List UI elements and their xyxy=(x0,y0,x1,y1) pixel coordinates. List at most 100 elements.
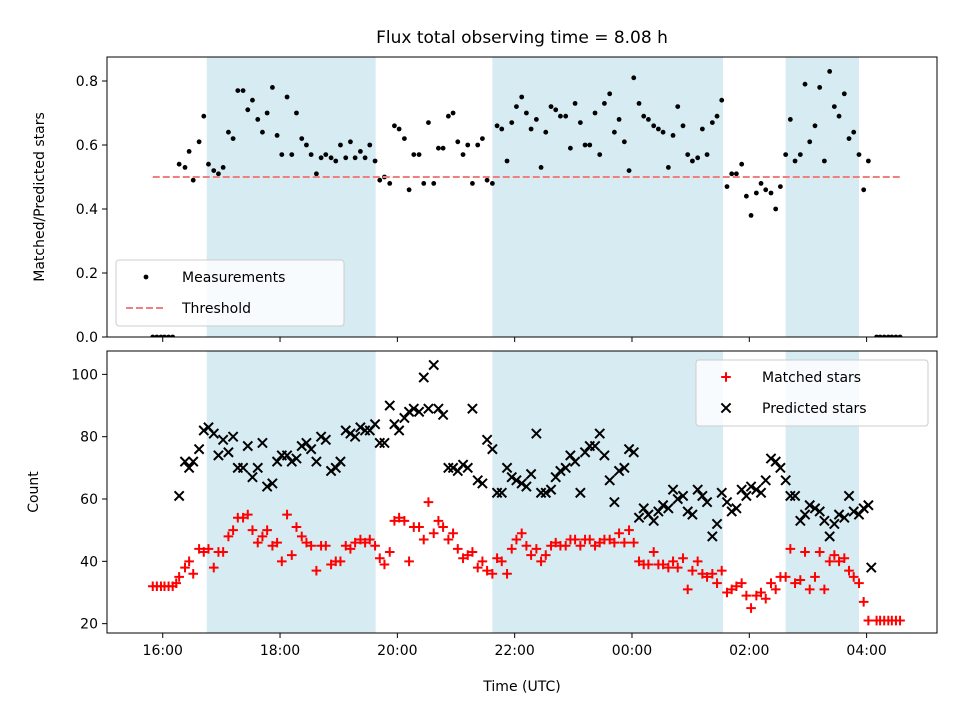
predicted-star-point xyxy=(193,443,205,455)
matched-star-point xyxy=(526,550,536,560)
matched-star-point xyxy=(443,534,454,545)
predicted-star-point xyxy=(443,462,454,474)
predicted-star-point xyxy=(780,475,791,486)
measurement-point xyxy=(865,158,871,164)
measurement-point xyxy=(401,136,407,142)
predicted-star-point xyxy=(858,503,869,514)
matched-star-point xyxy=(746,603,756,613)
predicted-star-point xyxy=(716,487,728,499)
matched-star-point xyxy=(819,584,830,595)
predicted-star-point xyxy=(477,478,488,489)
predicted-star-point xyxy=(638,503,650,514)
x-tick-label: 18:00 xyxy=(260,643,300,659)
predicted-star-point xyxy=(433,403,444,414)
x-tick-label: 02:00 xyxy=(729,643,769,659)
measurement-point xyxy=(294,110,299,116)
matched-star-point xyxy=(370,540,380,551)
predicted-star-point xyxy=(349,431,361,442)
shaded-interval xyxy=(492,351,723,633)
matched-star-point xyxy=(628,537,639,548)
predicted-star-point xyxy=(707,531,718,542)
measurement-point xyxy=(338,142,343,148)
predicted-star-point xyxy=(839,512,850,524)
measurement-point xyxy=(328,155,334,161)
matched-star-point xyxy=(296,531,307,542)
measurement-point xyxy=(489,181,495,186)
measurement-point xyxy=(255,117,261,122)
matched-star-point xyxy=(619,537,630,548)
predicted-star-point xyxy=(579,446,591,458)
predicted-star-point xyxy=(819,515,830,527)
predicted-star-point xyxy=(682,506,694,517)
measurement-point xyxy=(567,145,573,151)
measurement-point xyxy=(230,136,236,142)
matched-star-point xyxy=(540,550,551,560)
measurement-point xyxy=(465,142,471,148)
y-tick-label: 0.0 xyxy=(76,330,98,346)
measurement-point xyxy=(289,152,295,158)
matched-star-point xyxy=(433,516,444,526)
measurement-point xyxy=(739,161,745,167)
measurement-point xyxy=(426,120,431,125)
measurement-point xyxy=(499,126,505,132)
legend: Matched stars Predicted stars xyxy=(695,359,929,427)
measurement-point xyxy=(748,213,754,218)
measurement-point xyxy=(787,117,793,122)
matched-star-point xyxy=(335,556,346,567)
measurement-point xyxy=(519,94,525,100)
measurement-point xyxy=(176,161,182,167)
predicted-star-point xyxy=(755,487,767,499)
measurement-point xyxy=(831,104,837,109)
predicted-star-point xyxy=(325,465,337,477)
predicted-star-point xyxy=(648,515,659,527)
measurement-point xyxy=(352,155,358,161)
measurement-point xyxy=(836,113,842,119)
predicted-star-point xyxy=(208,428,220,439)
predicted-star-point xyxy=(428,359,440,371)
matched-star-point xyxy=(467,547,478,557)
measurement-point xyxy=(631,75,637,81)
measurement-point xyxy=(509,120,515,125)
matched-star-point xyxy=(482,565,492,576)
measurement-point xyxy=(308,152,314,158)
matched-star-point xyxy=(252,537,263,548)
measurement-point xyxy=(411,152,417,158)
matched-star-point xyxy=(766,578,776,588)
predicted-star-point xyxy=(330,462,342,474)
legend-label: Threshold xyxy=(181,301,251,317)
predicted-star-point xyxy=(865,562,877,573)
measurement-point xyxy=(889,334,895,337)
predicted-star-point xyxy=(521,481,532,492)
predicted-star-point xyxy=(565,450,576,461)
y-tick-label: 0.4 xyxy=(76,202,98,218)
chart-title: Flux total observing time = 8.08 h xyxy=(376,28,668,48)
predicted-star-point xyxy=(481,434,493,446)
predicted-star-point xyxy=(267,478,278,489)
predicted-star-point xyxy=(760,475,772,486)
matched-star-point xyxy=(707,568,718,579)
measurement-point xyxy=(768,190,774,196)
measurement-point xyxy=(348,139,353,145)
predicted-star-point xyxy=(242,440,254,452)
predicted-star-point xyxy=(408,403,420,414)
y-tick-label: 60 xyxy=(80,492,98,508)
legend-key xyxy=(721,372,731,382)
matched-star-point xyxy=(404,556,414,567)
matched-star-point xyxy=(423,497,434,507)
matched-star-point xyxy=(682,584,693,595)
measurement-point xyxy=(655,126,661,132)
measurement-point xyxy=(563,113,569,119)
predicted-star-point xyxy=(623,443,635,455)
axes-frame xyxy=(106,56,938,338)
measurement-point xyxy=(494,123,500,129)
measurement-point xyxy=(523,110,529,116)
measurement-point xyxy=(299,136,305,142)
measurement-point xyxy=(440,145,446,151)
measurement-point xyxy=(372,158,378,164)
predicted-star-point xyxy=(726,506,738,517)
matched-star-point xyxy=(438,522,448,532)
predicted-star-point xyxy=(736,484,747,495)
measurement-point xyxy=(270,85,275,90)
predicted-star-point xyxy=(589,440,601,452)
matched-star-point xyxy=(374,553,385,564)
